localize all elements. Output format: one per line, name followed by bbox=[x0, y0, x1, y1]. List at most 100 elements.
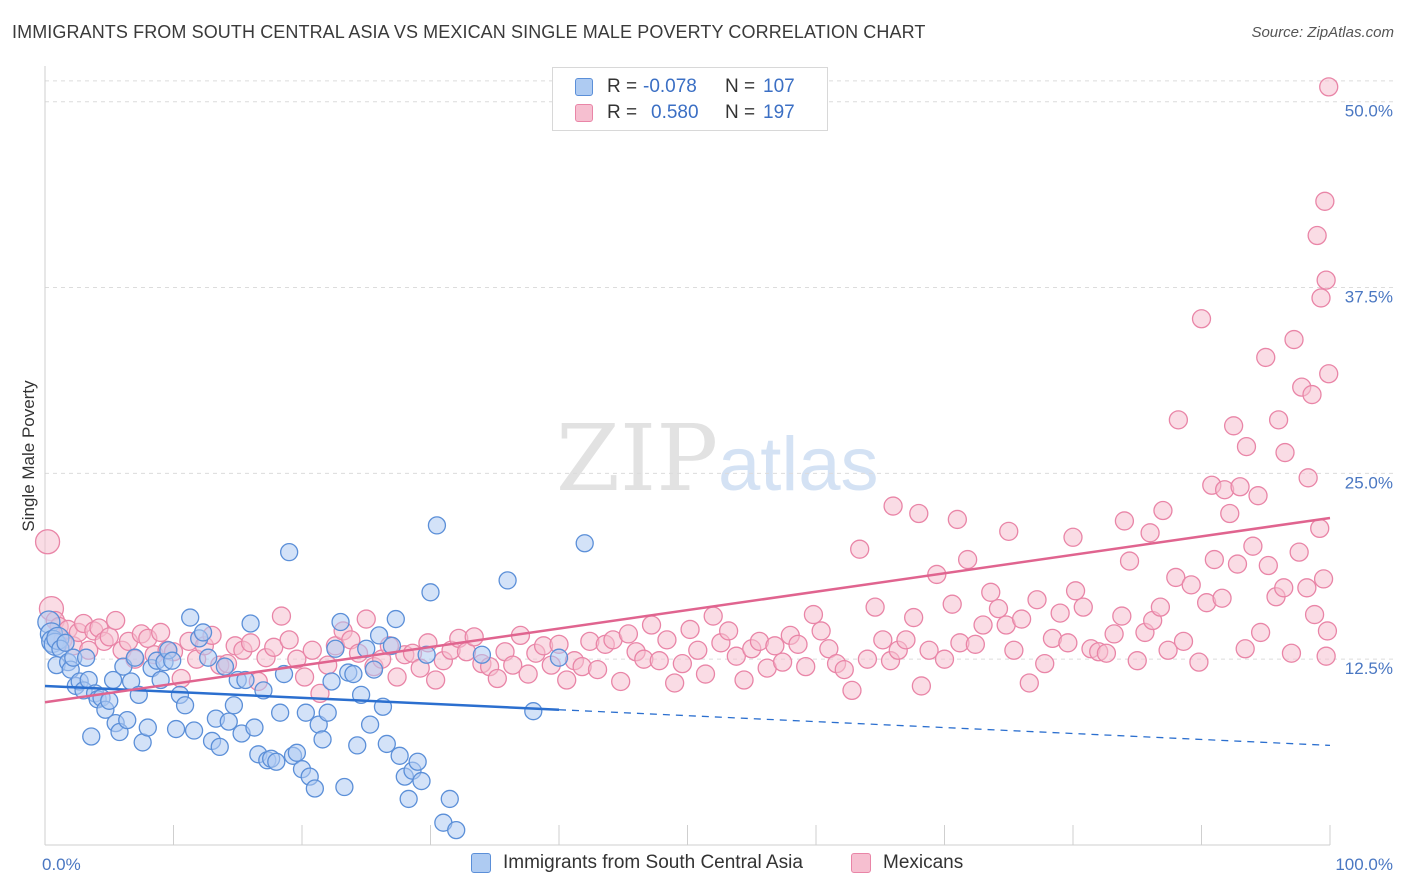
point-south-central-asia bbox=[181, 608, 200, 627]
point-mexicans bbox=[734, 670, 754, 690]
point-south-central-asia bbox=[369, 626, 389, 645]
point-south-central-asia bbox=[498, 571, 517, 590]
point-mexicans bbox=[264, 637, 284, 657]
point-south-central-asia bbox=[305, 779, 325, 798]
series-swatch-blue bbox=[471, 853, 491, 873]
legend-n-value: 107 bbox=[763, 76, 795, 97]
legend-swatch-blue bbox=[575, 78, 593, 96]
y-axis-label: Single Male Poverty bbox=[19, 380, 38, 532]
point-mexicans bbox=[557, 670, 577, 690]
point-south-central-asia bbox=[271, 703, 290, 722]
point-mexicans bbox=[287, 649, 307, 669]
point-mexicans bbox=[1235, 639, 1255, 659]
point-south-central-asia bbox=[417, 645, 436, 664]
point-mexicans bbox=[425, 670, 446, 690]
point-mexicans bbox=[1243, 536, 1263, 556]
point-south-central-asia bbox=[364, 660, 384, 679]
legend-n-value: 197 bbox=[763, 102, 795, 123]
x-tick-label: 100.0% bbox=[1335, 855, 1393, 874]
trend-line-mexicans bbox=[44, 516, 1331, 704]
point-mexicans bbox=[1191, 309, 1212, 329]
point-south-central-asia bbox=[440, 789, 459, 809]
point-south-central-asia bbox=[472, 645, 492, 664]
legend-n-label: N = bbox=[725, 76, 756, 97]
point-mexicans bbox=[1212, 588, 1232, 608]
point-mexicans bbox=[99, 627, 119, 647]
point-mexicans bbox=[803, 604, 824, 625]
point-mexicans bbox=[1275, 442, 1295, 463]
point-mexicans bbox=[1250, 622, 1271, 643]
point-mexicans bbox=[1220, 503, 1240, 524]
point-south-central-asia bbox=[335, 777, 354, 797]
point-south-central-asia bbox=[76, 648, 96, 667]
point-mexicans bbox=[883, 496, 903, 516]
series-swatch-pink bbox=[851, 853, 871, 873]
y-tick-label: 37.5% bbox=[1345, 288, 1393, 307]
point-south-central-asia bbox=[224, 696, 244, 715]
point-south-central-asia bbox=[447, 820, 466, 840]
point-mexicans bbox=[1311, 288, 1331, 308]
point-mexicans bbox=[106, 610, 126, 631]
point-mexicans bbox=[318, 655, 338, 675]
point-mexicans bbox=[1150, 597, 1171, 617]
point-south-central-asia bbox=[344, 664, 363, 684]
point-south-central-asia bbox=[549, 648, 569, 667]
point-south-central-asia bbox=[199, 648, 218, 667]
point-mexicans bbox=[618, 624, 639, 644]
point-mexicans bbox=[1297, 578, 1317, 598]
point-mexicans bbox=[703, 606, 723, 626]
point-mexicans bbox=[34, 529, 61, 555]
legend-swatch-pink bbox=[575, 104, 593, 122]
point-south-central-asia bbox=[241, 614, 260, 633]
point-mexicans bbox=[973, 615, 993, 635]
point-mexicans bbox=[772, 652, 793, 672]
point-south-central-asia bbox=[267, 752, 286, 771]
point-mexicans bbox=[1153, 500, 1173, 521]
chart-title: IMMIGRANTS FROM SOUTH CENTRAL ASIA VS ME… bbox=[12, 22, 926, 42]
point-mexicans bbox=[387, 667, 407, 687]
point-mexicans bbox=[1284, 329, 1304, 350]
point-mexicans bbox=[1114, 511, 1135, 531]
point-mexicans bbox=[1307, 225, 1327, 246]
x-tick-label: 0.0% bbox=[42, 855, 81, 874]
point-mexicans bbox=[1166, 567, 1186, 588]
point-mexicans bbox=[850, 539, 870, 559]
point-mexicans bbox=[1230, 477, 1250, 497]
point-south-central-asia bbox=[287, 743, 307, 762]
legend-row-blue: R = -0.078 N = 107 bbox=[575, 74, 795, 100]
point-mexicans bbox=[1127, 651, 1147, 671]
watermark-zip: ZIP bbox=[556, 405, 718, 512]
point-mexicans bbox=[1035, 653, 1055, 674]
point-south-central-asia bbox=[421, 583, 440, 602]
point-mexicans bbox=[680, 619, 700, 640]
point-mexicans bbox=[1289, 542, 1309, 562]
point-mexicans bbox=[1189, 652, 1209, 672]
point-mexicans bbox=[1302, 384, 1322, 405]
point-south-central-asia bbox=[412, 771, 431, 791]
point-mexicans bbox=[934, 649, 955, 669]
point-south-central-asia bbox=[215, 657, 235, 676]
watermark-atlas: atlas bbox=[718, 422, 879, 507]
point-mexicans bbox=[988, 598, 1009, 619]
point-mexicans bbox=[1227, 554, 1248, 574]
south-central-asia-points bbox=[37, 516, 594, 840]
series-legend-blue: Immigrants from South Central Asia bbox=[471, 852, 803, 874]
correlation-legend: R = -0.078 N = 107 R = 0.580 N = 197 bbox=[552, 67, 828, 131]
point-mexicans bbox=[1316, 646, 1336, 666]
trend-lines bbox=[44, 516, 1331, 747]
point-south-central-asia bbox=[408, 752, 427, 771]
point-mexicans bbox=[1019, 673, 1039, 693]
point-mexicans bbox=[1319, 364, 1339, 384]
point-south-central-asia bbox=[82, 727, 101, 746]
point-south-central-asia bbox=[175, 696, 195, 715]
source-label: Source: ZipAtlas.com bbox=[1251, 24, 1394, 41]
y-tick-labels: 12.5% 25.0% 37.5% 50.0% bbox=[1345, 102, 1393, 678]
point-mexicans bbox=[672, 653, 693, 674]
point-mexicans bbox=[271, 606, 292, 626]
point-mexicans bbox=[1298, 468, 1318, 488]
point-south-central-asia bbox=[322, 672, 341, 691]
point-mexicans bbox=[611, 671, 631, 692]
point-mexicans bbox=[1268, 410, 1289, 430]
trend-line-south-central-asia-extension bbox=[558, 709, 1331, 747]
